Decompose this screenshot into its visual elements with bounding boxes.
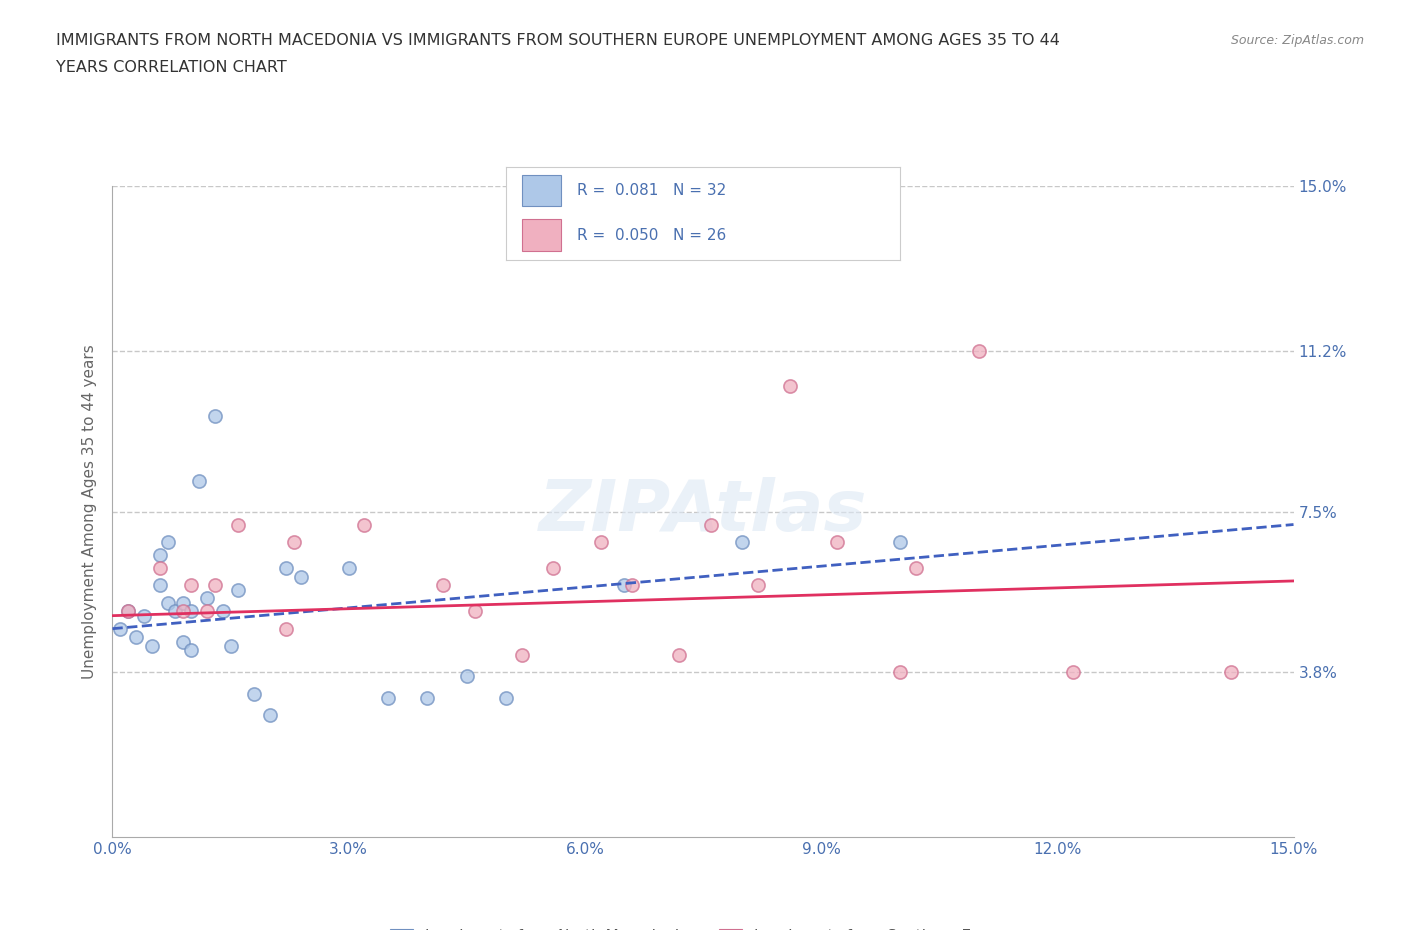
Point (141, 639, 163, 654)
Point (156, 535, 179, 550)
Point (149, 561, 172, 576)
Point (613, 578, 636, 592)
Point (377, 691, 399, 706)
Point (621, 578, 644, 592)
Text: YEARS CORRELATION CHART: YEARS CORRELATION CHART (56, 60, 287, 75)
Text: R =  0.050   N = 26: R = 0.050 N = 26 (576, 228, 727, 243)
Point (180, 643, 202, 658)
Point (543, 561, 565, 576)
Point (204, 408, 226, 423)
Point (172, 604, 194, 618)
Point (290, 569, 312, 584)
Point (228, 582, 250, 597)
Point (889, 665, 911, 680)
Point (243, 686, 266, 701)
Point (219, 639, 242, 654)
Point (589, 535, 612, 550)
Point (889, 535, 911, 550)
Text: R =  0.081   N = 32: R = 0.081 N = 32 (576, 183, 727, 198)
Point (211, 604, 233, 618)
Point (180, 578, 202, 592)
Point (668, 647, 690, 662)
Point (117, 604, 139, 618)
Point (259, 708, 281, 723)
Point (165, 604, 187, 618)
Point (188, 473, 211, 488)
Point (510, 647, 533, 662)
Point (110, 621, 132, 636)
Point (132, 608, 155, 623)
Point (149, 578, 172, 592)
Point (228, 517, 250, 532)
Bar (522, 175, 561, 206)
Point (195, 591, 218, 605)
Point (779, 379, 801, 393)
Point (456, 669, 478, 684)
Point (1062, 665, 1084, 680)
Point (274, 561, 297, 576)
Point (274, 621, 297, 636)
Text: Source: ZipAtlas.com: Source: ZipAtlas.com (1230, 34, 1364, 47)
Point (172, 595, 194, 610)
Point (432, 578, 454, 592)
Point (172, 634, 194, 649)
Point (195, 604, 218, 618)
Point (904, 561, 927, 576)
Point (700, 517, 723, 532)
Point (495, 691, 517, 706)
Point (125, 630, 148, 644)
Point (337, 561, 360, 576)
Point (149, 548, 172, 563)
Text: IMMIGRANTS FROM NORTH MACEDONIA VS IMMIGRANTS FROM SOUTHERN EUROPE UNEMPLOYMENT : IMMIGRANTS FROM NORTH MACEDONIA VS IMMIG… (56, 33, 1060, 47)
Legend: Immigrants from North Macedonia, Immigrants from Southern Europe: Immigrants from North Macedonia, Immigra… (384, 923, 1022, 930)
Point (416, 691, 439, 706)
Point (967, 343, 990, 358)
Point (464, 604, 486, 618)
Y-axis label: Unemployment Among Ages 35 to 44 years: Unemployment Among Ages 35 to 44 years (82, 344, 97, 679)
Point (156, 595, 179, 610)
Point (204, 578, 226, 592)
Point (180, 604, 202, 618)
Point (825, 535, 848, 550)
Bar (522, 219, 561, 251)
Point (747, 578, 769, 592)
Point (283, 535, 305, 550)
Point (117, 604, 139, 618)
Text: ZIPAtlas: ZIPAtlas (538, 477, 868, 546)
Point (731, 535, 754, 550)
Point (353, 517, 375, 532)
Point (1219, 665, 1241, 680)
